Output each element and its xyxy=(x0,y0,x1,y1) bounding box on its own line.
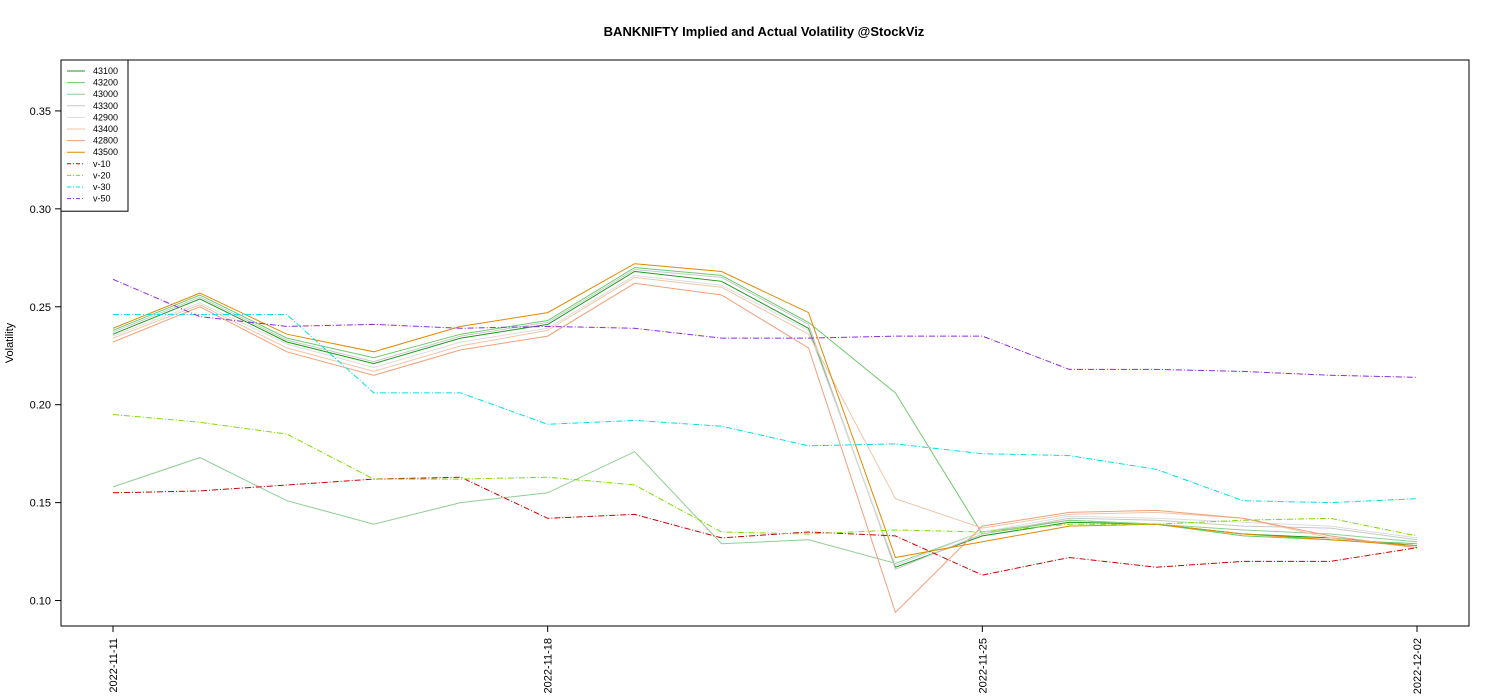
legend-label: 43000 xyxy=(93,89,118,99)
legend-box xyxy=(60,59,129,212)
y-tick-label: 0.35 xyxy=(30,106,51,118)
plot-area-frame xyxy=(60,59,1470,627)
series-line-v-50 xyxy=(112,278,1418,378)
series-layer xyxy=(112,263,1418,614)
series-line-43200 xyxy=(112,267,1418,545)
legend-label: 42800 xyxy=(93,136,118,146)
legend-label: v-30 xyxy=(93,182,111,192)
series-line-43400 xyxy=(112,276,1418,549)
x-tick-label: 2022-11-18 xyxy=(543,638,555,693)
y-axis-label: Volatility xyxy=(4,322,16,363)
y-tick-label: 0.15 xyxy=(30,498,51,510)
legend-label: 43400 xyxy=(93,124,118,134)
series-line-43300 xyxy=(112,269,1418,570)
y-tick-label: 0.20 xyxy=(30,400,51,412)
legend-label: 43100 xyxy=(93,66,118,76)
series-line-v-30 xyxy=(113,314,1418,504)
legend-label: 43200 xyxy=(93,78,118,88)
legend-label: v-10 xyxy=(93,159,111,169)
series-line-42800 xyxy=(112,282,1418,614)
x-tick-label: 2022-11-11 xyxy=(108,638,120,693)
y-tick-label: 0.10 xyxy=(30,596,51,608)
legend-label: 42900 xyxy=(93,112,118,122)
x-tick-label: 2022-12-02 xyxy=(1412,638,1424,694)
series-line-v-10 xyxy=(112,476,1418,576)
y-tick-label: 0.30 xyxy=(30,204,51,216)
series-line-43500 xyxy=(112,263,1418,559)
legend-label: v-50 xyxy=(93,194,111,204)
axis-layer: 0.10 0.15 0.20 0.25 0.30 0.35 2022-11-11 2022-1… xyxy=(30,106,1424,694)
series-line-43100 xyxy=(112,270,1418,568)
legend-label: v-20 xyxy=(93,170,111,180)
legend-label: 43500 xyxy=(93,147,118,157)
x-tick-label: 2022-11-25 xyxy=(977,638,989,693)
series-line-v-20 xyxy=(112,414,1418,537)
chart-title: BANKNIFTY Implied and Actual Volatility … xyxy=(604,24,925,39)
series-line-43000 xyxy=(112,451,1418,564)
y-tick-label: 0.25 xyxy=(30,302,51,314)
series-line-42900 xyxy=(112,274,1418,566)
legend-label: 43300 xyxy=(93,101,118,111)
